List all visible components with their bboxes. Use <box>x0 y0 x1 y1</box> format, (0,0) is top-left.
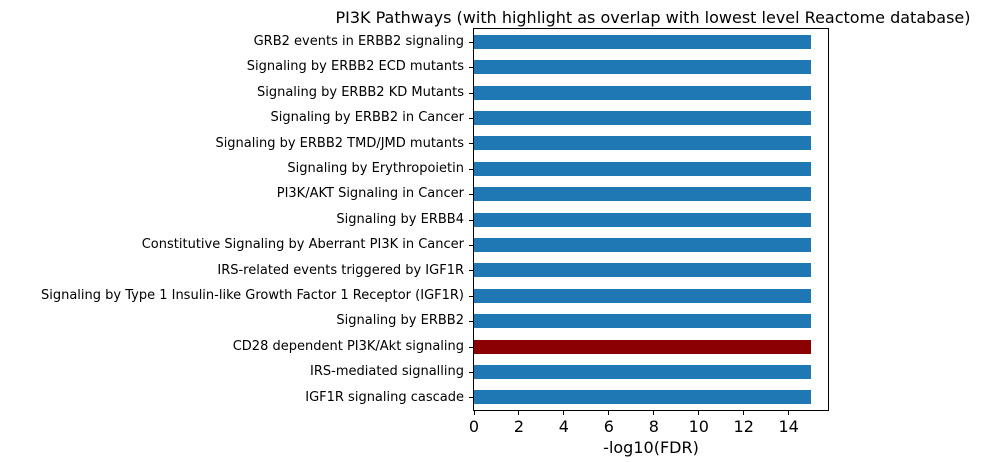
x-tick-label: 0 <box>468 417 480 436</box>
y-tick-mark <box>469 117 473 119</box>
y-axis-label: Signaling by ERBB2 in Cancer <box>270 110 465 126</box>
y-axis-label: CD28 dependent PI3K/Akt signaling <box>232 338 464 354</box>
y-axis-label: Constitutive Signaling by Aberrant PI3K … <box>141 237 464 253</box>
y-axis-label: Signaling by ERBB2 KD Mutants <box>256 84 464 100</box>
x-tick-label: 2 <box>513 417 525 436</box>
bar-series <box>474 314 812 329</box>
x-tick-label: 14 <box>778 417 799 436</box>
y-axis-label: PI3K/AKT Signaling in Cancer <box>276 186 464 202</box>
bar-series <box>474 288 812 303</box>
y-tick-mark <box>469 346 473 348</box>
x-tick-label: 12 <box>733 417 754 436</box>
bar-series <box>474 85 812 100</box>
x-tick-label: 6 <box>603 417 614 436</box>
y-axis-label: Signaling by Type 1 Insulin-like Growth … <box>40 288 464 303</box>
y-axis-label: Signaling by ERBB2 <box>336 313 464 329</box>
x-tick-label: 10 <box>688 417 709 436</box>
bar-series <box>474 212 812 227</box>
y-tick-mark <box>469 219 473 221</box>
y-tick-mark <box>469 321 473 323</box>
y-tick-mark <box>469 295 473 297</box>
y-axis-label: Signaling by Erythropoietin <box>287 161 464 176</box>
bar-series <box>474 161 812 176</box>
bar-series <box>474 110 812 125</box>
bar-series <box>474 364 812 379</box>
bar-series <box>474 34 812 49</box>
y-tick-mark <box>469 270 473 272</box>
y-tick-mark <box>469 168 473 170</box>
x-tick-mark <box>473 411 475 415</box>
x-tick-mark <box>653 411 655 415</box>
x-tick-mark <box>563 411 565 415</box>
y-axis-label: GRB2 events in ERBB2 signaling <box>253 34 464 49</box>
bar-highlighted <box>474 339 812 354</box>
x-tick-mark <box>608 411 610 415</box>
x-tick-label: 4 <box>558 417 569 436</box>
y-tick-mark <box>469 143 473 145</box>
y-axis-label: Signaling by ERBB2 ECD mutants <box>246 59 464 75</box>
y-axis-label: IGF1R signaling cascade <box>305 389 464 405</box>
y-axis-labels: GRB2 events in ERBB2 signaling Signaling … <box>0 28 473 411</box>
y-tick-mark <box>469 244 473 246</box>
y-axis-label: IRS-mediated signalling <box>310 364 464 380</box>
y-tick-mark <box>469 397 473 399</box>
bar-series <box>474 60 812 75</box>
x-tick-mark <box>518 411 520 415</box>
bar-series <box>474 237 812 252</box>
x-axis-title: -log10(FDR) <box>603 438 699 457</box>
bar-series <box>474 263 812 278</box>
y-axis-label: Signaling by ERBB4 <box>336 211 464 227</box>
y-axis-label: IRS-related events triggered by IGF1R <box>217 262 464 278</box>
y-axis-label: Signaling by ERBB2 TMD/JMD mutants <box>215 135 464 151</box>
y-tick-mark <box>469 67 473 69</box>
y-tick-mark <box>469 194 473 196</box>
plot-area <box>473 28 829 411</box>
y-tick-mark <box>469 371 473 373</box>
bar-series <box>474 136 812 151</box>
bar-series <box>474 187 812 202</box>
chart-title: PI3K Pathways (with highlight as overlap… <box>335 8 971 27</box>
x-tick-mark <box>788 411 790 415</box>
x-axis: 0 2 4 6 8 10 12 14 <box>469 411 829 461</box>
x-tick-mark <box>743 411 745 415</box>
x-tick-label: 8 <box>648 417 659 436</box>
bar-series <box>474 390 812 405</box>
y-tick-mark <box>469 41 473 43</box>
x-tick-mark <box>698 411 700 415</box>
y-tick-mark <box>469 92 473 94</box>
